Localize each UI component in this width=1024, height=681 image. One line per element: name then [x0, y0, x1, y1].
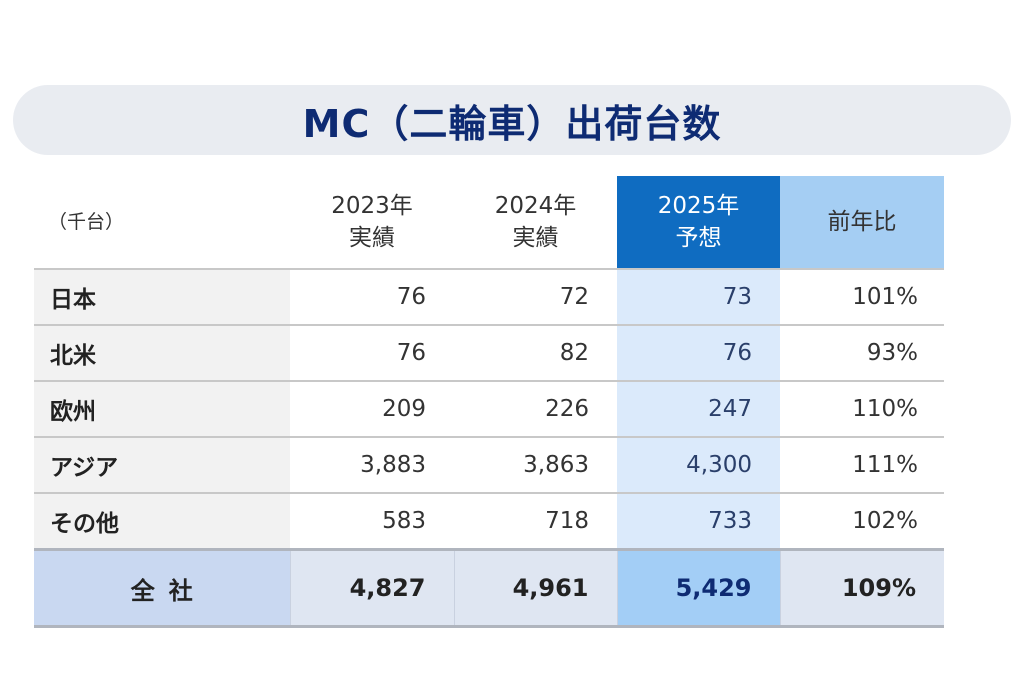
- shipment-table: （千台） 2023年 実績 2024年 実績 2025年 予想 前年比 日本 7…: [34, 176, 944, 628]
- header-2025: 2025年 予想: [617, 176, 780, 269]
- total-2024: 4,961: [453, 548, 617, 628]
- table-row: アジア 3,883 3,863 4,300 111%: [34, 436, 944, 493]
- region-label: 欧州: [34, 380, 290, 437]
- table-row: 日本 76 72 73 101%: [34, 268, 944, 325]
- value-2023: 209: [290, 380, 454, 437]
- value-2024: 226: [454, 380, 617, 437]
- header-2025-year: 2025年: [657, 193, 740, 219]
- total-yoy: 109%: [779, 548, 944, 628]
- value-2024: 82: [454, 324, 617, 381]
- header-2024-year: 2024年: [494, 193, 577, 219]
- header-yoy: 前年比: [780, 176, 944, 269]
- value-2025: 73: [617, 268, 780, 325]
- region-label: 日本: [34, 268, 290, 325]
- table-header-row: （千台） 2023年 実績 2024年 実績 2025年 予想 前年比: [34, 176, 944, 269]
- value-2023: 583: [290, 492, 454, 550]
- header-2025-type: 予想: [675, 225, 722, 251]
- region-label: 北米: [34, 324, 290, 381]
- total-label: 全社: [34, 548, 290, 628]
- header-2023: 2023年 実績: [290, 176, 454, 269]
- value-2023: 76: [290, 268, 454, 325]
- header-yoy-label: 前年比: [827, 209, 897, 235]
- value-2023: 76: [290, 324, 454, 381]
- header-2023-year: 2023年: [331, 193, 413, 219]
- header-2024: 2024年 実績: [454, 176, 617, 269]
- value-2025: 76: [617, 324, 780, 381]
- total-row: 全社 4,827 4,961 5,429 109%: [34, 548, 944, 628]
- table-row: 北米 76 82 76 93%: [34, 324, 944, 381]
- header-2023-type: 実績: [349, 225, 395, 251]
- total-2025: 5,429: [616, 548, 780, 628]
- value-yoy: 93%: [780, 324, 944, 381]
- value-2025: 733: [617, 492, 780, 550]
- value-2024: 718: [454, 492, 617, 550]
- value-yoy: 101%: [780, 268, 944, 325]
- value-2025: 4,300: [617, 436, 780, 493]
- region-label: その他: [34, 492, 290, 550]
- header-2024-type: 実績: [512, 225, 559, 251]
- region-label: アジア: [34, 436, 290, 493]
- table-row: その他 583 718 733 102%: [34, 492, 944, 550]
- unit-label: （千台）: [48, 211, 125, 233]
- table-row: 欧州 209 226 247 110%: [34, 380, 944, 437]
- value-2024: 3,863: [454, 436, 617, 493]
- value-2024: 72: [454, 268, 617, 325]
- value-2023: 3,883: [290, 436, 454, 493]
- value-yoy: 102%: [780, 492, 944, 550]
- page-title: MC（二輪車）出荷台数: [302, 101, 722, 146]
- value-yoy: 111%: [780, 436, 944, 493]
- value-2025: 247: [617, 380, 780, 437]
- title-banner: MC（二輪車）出荷台数: [13, 85, 1011, 155]
- total-2023: 4,827: [289, 548, 454, 628]
- value-yoy: 110%: [780, 380, 944, 437]
